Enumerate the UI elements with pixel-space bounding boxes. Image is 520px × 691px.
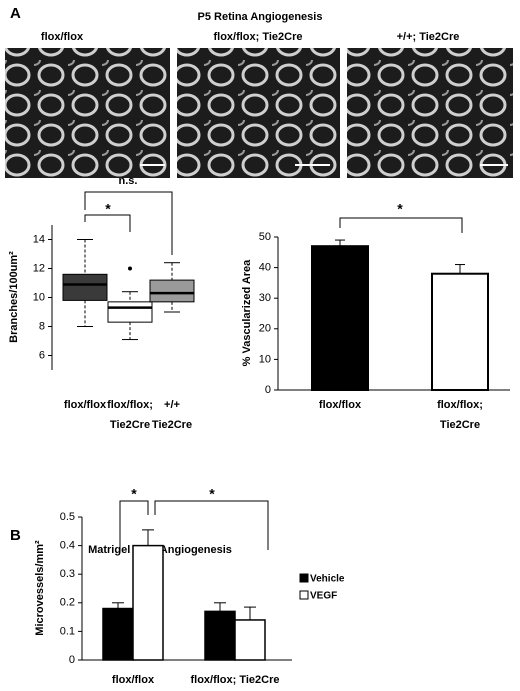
image-label: flox/flox [41,31,84,43]
y-tick-label: 8 [39,320,45,332]
outlier [128,266,132,271]
legend-label: VEGF [310,591,337,602]
y-tick-label: 14 [33,233,45,245]
y-tick-label: 0.2 [60,597,75,609]
box [107,301,153,323]
y-tick-label: 0.5 [60,511,75,523]
x-tick-label: flox/flox; Tie2Cre [107,399,153,431]
significance-bracket [154,500,269,550]
micrograph [177,48,340,178]
y-tick-label: 12 [33,262,45,274]
micrograph [5,48,170,178]
significance-bracket [339,217,463,233]
bar [311,245,369,391]
x-tick-label: +/+ Tie2Cre [151,399,193,431]
bar [204,610,236,661]
y-tick-label: 40 [259,262,271,274]
y-tick-label: 10 [259,353,271,365]
x-tick-label: flox/flox; Tie2Cre [190,674,280,686]
y-tick-label: 6 [39,349,45,361]
box [149,279,195,303]
bar [234,619,266,661]
legend-swatch [299,573,309,583]
panel-label: A [10,5,21,22]
significance-label: * [209,486,215,502]
y-axis-label: Branches/100um² [8,251,20,343]
significance-bracket [84,214,131,232]
significance-bracket [84,191,173,255]
y-tick-label: 10 [33,291,45,303]
significance-bracket [119,500,149,553]
image-label: flox/flox; Tie2Cre [213,31,302,43]
legend-label: Vehicle [310,574,345,585]
bar [431,272,489,391]
x-tick-label: flox/flox; Tie2Cre [437,399,483,431]
significance-label: * [105,201,111,217]
y-tick-label: 30 [259,292,271,304]
y-tick-label: 20 [259,323,271,335]
panel-title: P5 Retina Angiogenesis [198,11,323,23]
significance-label: * [131,486,137,502]
y-tick-label: 0 [69,654,75,666]
y-tick-label: 0.1 [60,625,75,637]
image-label: +/+; Tie2Cre [397,31,460,43]
micrograph [347,48,513,178]
y-tick-label: 50 [259,231,271,243]
significance-label: * [397,201,403,217]
y-tick-label: 0 [265,384,271,396]
x-tick-label: flox/flox [63,399,107,411]
box [62,273,108,301]
y-tick-label: 0.4 [60,540,75,552]
significance-label: n.s. [119,175,138,187]
bar [132,544,164,661]
panel-label: B [10,527,21,544]
legend-swatch [299,590,309,600]
bar [102,607,134,661]
y-axis-label: % Vascularized Area [241,259,253,366]
y-axis-label: Microvessels/mm² [34,540,46,636]
x-tick-label: flox/flox [111,674,155,686]
y-tick-label: 0.3 [60,568,75,580]
x-tick-label: flox/flox [318,399,362,411]
